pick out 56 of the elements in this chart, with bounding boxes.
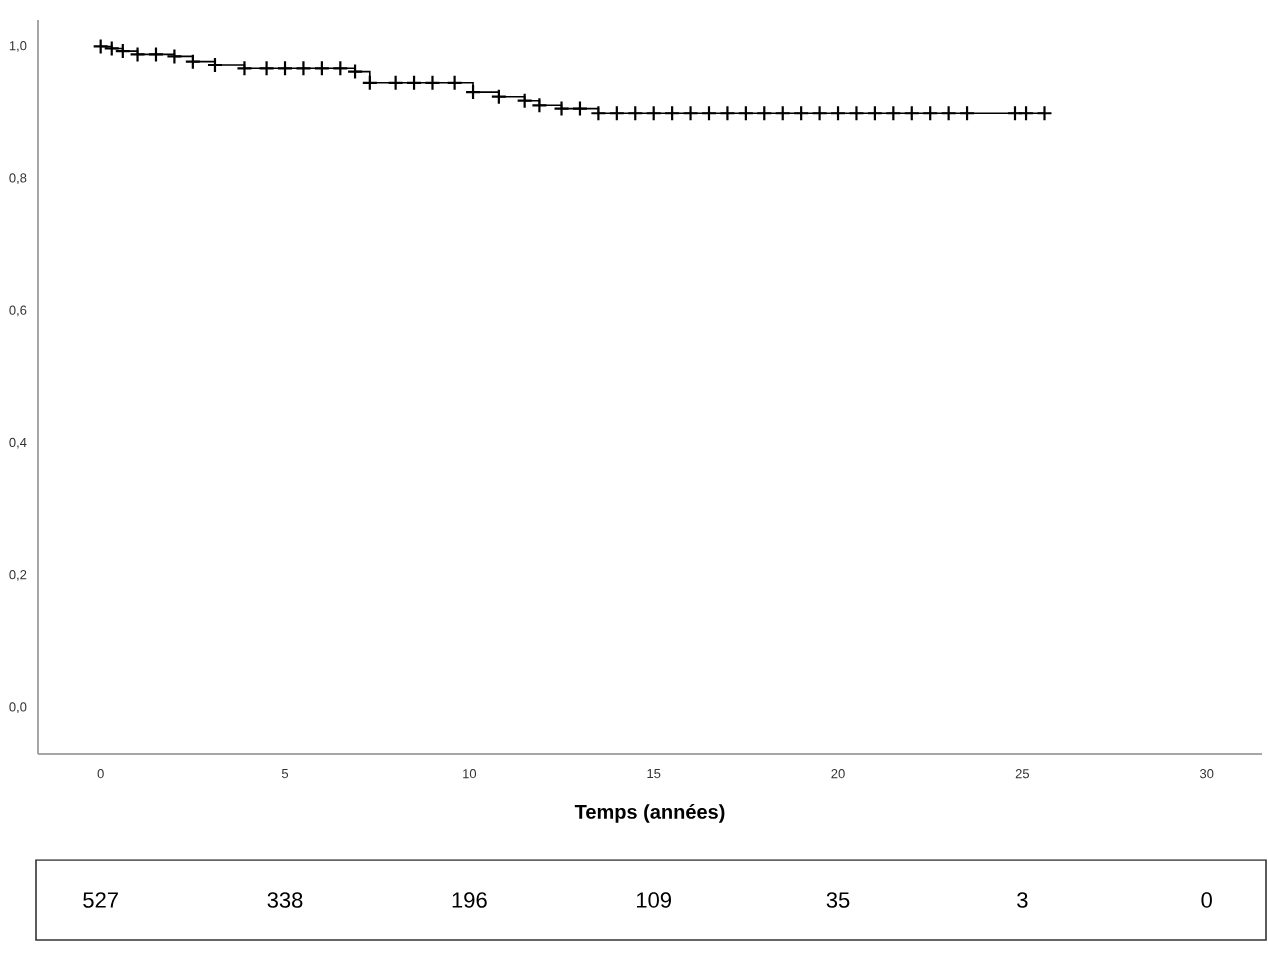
point — [184, 53, 201, 70]
point — [236, 60, 253, 77]
point — [664, 105, 681, 122]
point — [571, 100, 589, 117]
point — [811, 105, 828, 122]
point — [1017, 105, 1035, 122]
point — [793, 105, 810, 122]
point — [903, 105, 920, 122]
point — [627, 105, 644, 122]
point — [361, 74, 378, 91]
point — [590, 105, 607, 122]
text: 3 — [1017, 892, 1028, 908]
point — [332, 60, 349, 77]
point — [848, 105, 865, 122]
point — [737, 105, 754, 122]
point — [490, 88, 507, 105]
text: 0 — [1201, 892, 1212, 908]
point — [756, 105, 773, 122]
point — [774, 105, 791, 122]
point — [258, 60, 275, 77]
text: 196 — [452, 892, 487, 908]
point — [206, 56, 224, 74]
point — [147, 46, 165, 63]
point — [645, 105, 662, 122]
point — [922, 105, 939, 122]
point — [313, 60, 330, 77]
point — [682, 105, 699, 122]
point — [516, 92, 533, 109]
point — [866, 105, 883, 122]
point — [700, 105, 718, 122]
point — [446, 74, 463, 91]
text: 527 — [83, 892, 118, 908]
point — [464, 83, 482, 101]
point — [719, 105, 736, 122]
point — [295, 60, 312, 77]
point — [885, 105, 902, 122]
point — [276, 60, 294, 77]
point — [940, 105, 957, 122]
point — [531, 97, 548, 114]
point — [608, 105, 625, 122]
point — [92, 38, 109, 55]
point — [553, 100, 570, 117]
point — [829, 105, 847, 122]
point — [1006, 105, 1024, 122]
point — [424, 74, 441, 91]
point — [1036, 105, 1053, 122]
point — [958, 105, 976, 122]
point — [166, 48, 183, 65]
text: 109 — [637, 892, 671, 908]
point — [405, 74, 423, 91]
point — [129, 46, 146, 63]
x-axis-title: Temps (années) — [574, 804, 725, 823]
point — [346, 63, 364, 80]
text: 35 — [826, 892, 850, 908]
point — [387, 74, 404, 91]
text: 338 — [267, 892, 303, 908]
